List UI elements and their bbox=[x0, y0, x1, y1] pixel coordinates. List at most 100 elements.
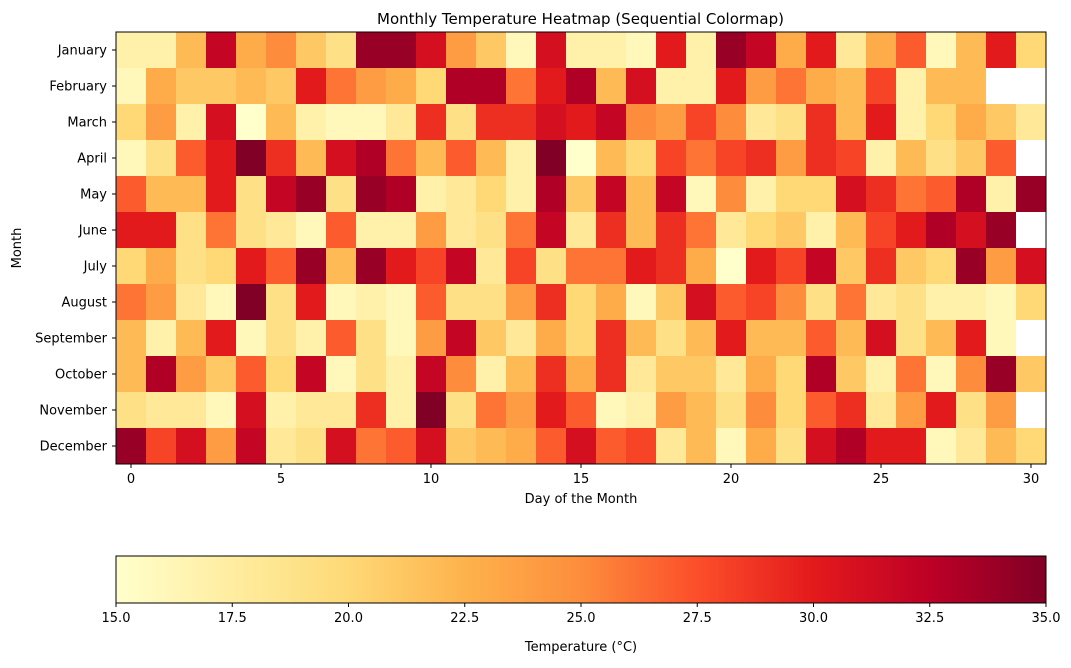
heatmap-cell bbox=[506, 248, 536, 284]
heatmap-cell bbox=[596, 140, 626, 176]
heatmap-cell bbox=[806, 104, 836, 140]
heatmap-cell bbox=[536, 140, 566, 176]
heatmap-cell bbox=[536, 284, 566, 320]
heatmap-cell bbox=[806, 212, 836, 248]
heatmap-cell bbox=[236, 248, 266, 284]
heatmap-cell bbox=[206, 140, 236, 176]
heatmap-cell bbox=[176, 140, 206, 176]
heatmap-cell bbox=[806, 68, 836, 104]
y-tick-label: February bbox=[49, 80, 107, 95]
heatmap-cell bbox=[146, 356, 176, 392]
heatmap-cell bbox=[416, 140, 446, 176]
x-axis-ticks: 0 5 10 15 20 25 30 bbox=[127, 464, 1039, 487]
heatmap-cell bbox=[776, 176, 806, 212]
heatmap-cell bbox=[986, 392, 1016, 428]
heatmap-cell bbox=[506, 104, 536, 140]
heatmap-cell bbox=[776, 32, 806, 68]
heatmap-cell bbox=[686, 320, 716, 356]
heatmap-cell bbox=[236, 356, 266, 392]
heatmap-cell bbox=[626, 356, 656, 392]
heatmap-cell bbox=[416, 284, 446, 320]
heatmap-cell bbox=[926, 68, 956, 104]
heatmap-cell bbox=[266, 356, 296, 392]
heatmap-cell bbox=[536, 32, 566, 68]
heatmap-cell bbox=[896, 104, 926, 140]
heatmap-cell bbox=[746, 428, 776, 464]
heatmap-cell bbox=[776, 68, 806, 104]
heatmap-cell bbox=[896, 68, 926, 104]
heatmap-cell bbox=[266, 104, 296, 140]
heatmap-cell bbox=[476, 212, 506, 248]
heatmap-cell bbox=[986, 248, 1016, 284]
heatmap-cell bbox=[296, 32, 326, 68]
heatmap-cell bbox=[476, 392, 506, 428]
heatmap-cell bbox=[446, 248, 476, 284]
heatmap-cell bbox=[806, 284, 836, 320]
heatmap-cell bbox=[926, 320, 956, 356]
colorbar-tick-label: 17.5 bbox=[218, 611, 247, 626]
heatmap-cell bbox=[596, 284, 626, 320]
heatmap-cell bbox=[716, 356, 746, 392]
heatmap-cell bbox=[356, 392, 386, 428]
heatmap-cell bbox=[716, 392, 746, 428]
heatmap-cell bbox=[386, 248, 416, 284]
heatmap-cell bbox=[206, 104, 236, 140]
heatmap-cell bbox=[746, 212, 776, 248]
heatmap-cell bbox=[296, 212, 326, 248]
heatmap-cell bbox=[806, 356, 836, 392]
heatmap-cell bbox=[506, 32, 536, 68]
heatmap-cell bbox=[926, 212, 956, 248]
heatmap-cell bbox=[296, 320, 326, 356]
heatmap-cell bbox=[476, 140, 506, 176]
heatmap-cell bbox=[926, 176, 956, 212]
heatmap-cell bbox=[746, 68, 776, 104]
heatmap-cell bbox=[506, 392, 536, 428]
heatmap-cell bbox=[626, 212, 656, 248]
colorbar-ticks: 15.0 17.5 20.0 22.5 25.0 27.5 30.0 32.5 35.0 bbox=[102, 603, 1060, 626]
heatmap-cell bbox=[746, 392, 776, 428]
heatmap-cell bbox=[176, 356, 206, 392]
heatmap-cell bbox=[986, 356, 1016, 392]
colorbar-tick-label: 27.5 bbox=[683, 611, 712, 626]
heatmap-cell bbox=[386, 32, 416, 68]
heatmap-cell bbox=[596, 212, 626, 248]
heatmap-cell bbox=[806, 320, 836, 356]
heatmap-cell bbox=[236, 104, 266, 140]
heatmap-cell bbox=[206, 356, 236, 392]
heatmap-cell bbox=[1016, 428, 1046, 464]
heatmap-cell bbox=[236, 176, 266, 212]
heatmap-cell bbox=[146, 104, 176, 140]
heatmap-cell bbox=[896, 32, 926, 68]
heatmap-cell bbox=[446, 284, 476, 320]
y-tick-label: April bbox=[77, 152, 107, 167]
heatmap-cell bbox=[116, 104, 146, 140]
heatmap-cell bbox=[446, 212, 476, 248]
heatmap-cell bbox=[776, 320, 806, 356]
heatmap-cell bbox=[746, 32, 776, 68]
heatmap-cell bbox=[266, 176, 296, 212]
y-axis-ticks: January February March April May June July Augu… bbox=[35, 44, 116, 455]
heatmap-cell bbox=[326, 320, 356, 356]
heatmap-cell bbox=[236, 32, 266, 68]
heatmap-cell bbox=[716, 176, 746, 212]
heatmap-cell bbox=[146, 212, 176, 248]
heatmap-cell bbox=[506, 140, 536, 176]
heatmap-cell bbox=[266, 212, 296, 248]
heatmap-cell bbox=[716, 140, 746, 176]
heatmap-cell bbox=[536, 68, 566, 104]
heatmap-cell bbox=[746, 284, 776, 320]
heatmap-cell bbox=[206, 248, 236, 284]
y-tick-label: January bbox=[57, 44, 108, 59]
heatmap-cell bbox=[866, 140, 896, 176]
heatmap-cell bbox=[116, 32, 146, 68]
heatmap-cell bbox=[416, 68, 446, 104]
heatmap-cell bbox=[986, 176, 1016, 212]
heatmap-cell bbox=[266, 428, 296, 464]
heatmap-cell bbox=[296, 428, 326, 464]
heatmap-cell bbox=[596, 248, 626, 284]
heatmap-cell bbox=[116, 428, 146, 464]
heatmap-cell bbox=[686, 212, 716, 248]
heatmap-cell bbox=[386, 68, 416, 104]
heatmap-cell bbox=[896, 356, 926, 392]
heatmap-cell bbox=[326, 176, 356, 212]
